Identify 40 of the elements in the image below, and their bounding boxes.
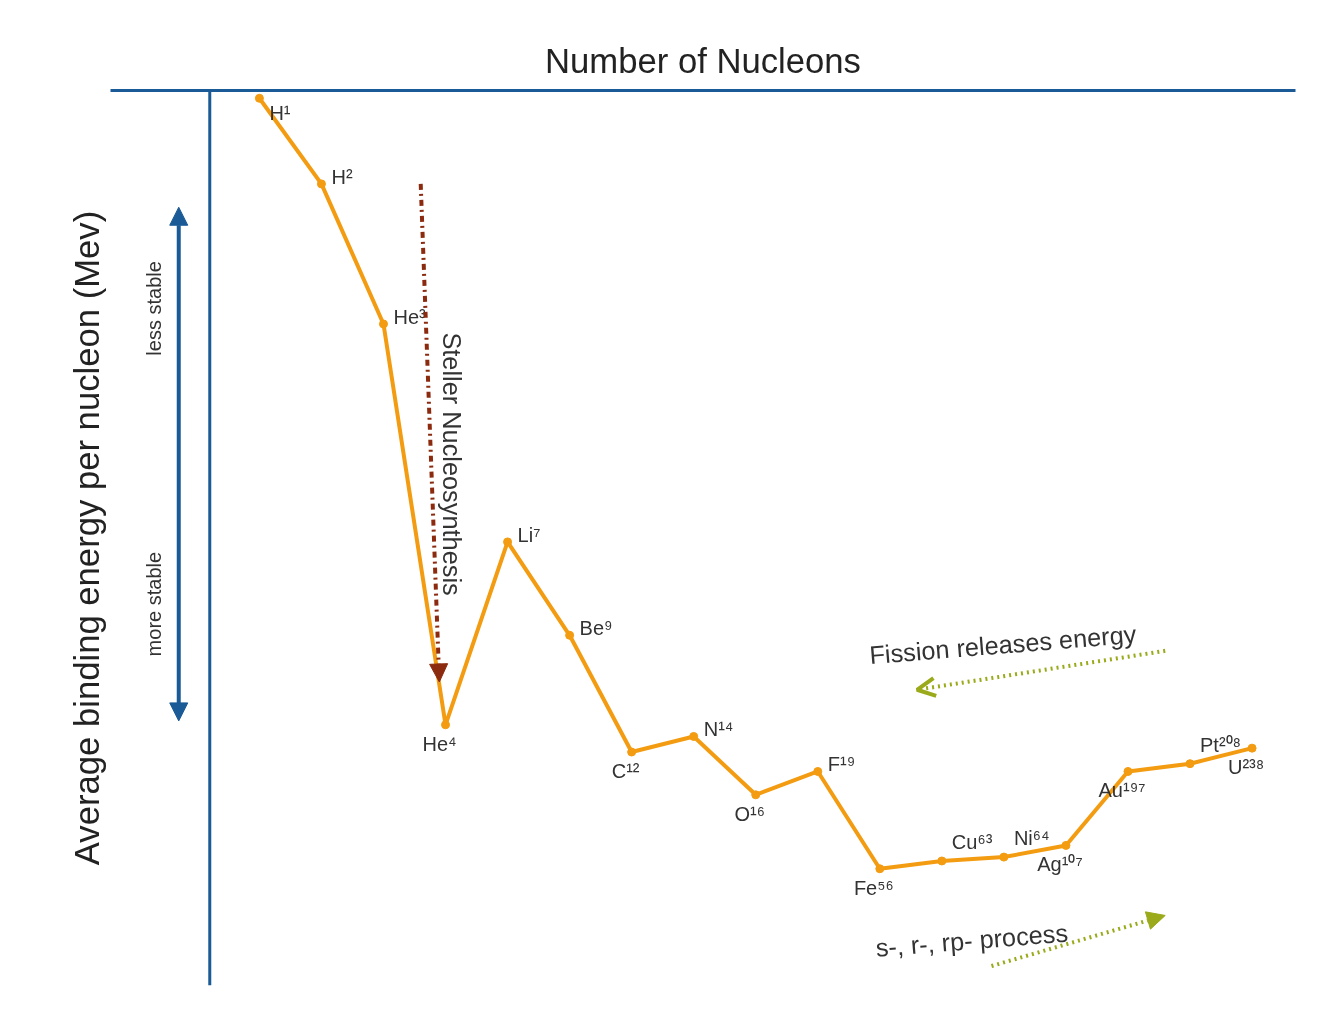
annotation: N¹⁴: [703, 718, 734, 741]
point: [813, 766, 823, 776]
annotation: U²³⁸: [1227, 756, 1265, 779]
point: [875, 864, 885, 874]
x-axis-title: Number of Nucleons: [545, 41, 861, 80]
point: [254, 93, 264, 103]
point: [1247, 743, 1257, 753]
annotation: He⁴: [422, 732, 457, 755]
point: [689, 731, 699, 741]
point: [441, 720, 451, 730]
point: [378, 319, 388, 329]
point: [999, 852, 1009, 862]
annotation: Steller Nucleosynthesis: [437, 332, 466, 596]
point: [565, 630, 575, 640]
annotation: He³: [393, 305, 427, 328]
annotation: H¹: [269, 102, 291, 125]
annotation: Be⁹: [579, 617, 613, 640]
annotation: O¹⁶: [734, 802, 765, 825]
annotation: Fission releases energy: [868, 619, 1138, 670]
annotation: Cu⁶³: [951, 830, 993, 853]
annotation: F¹⁹: [827, 753, 856, 776]
point: [503, 537, 513, 547]
annotation: Li⁷: [517, 523, 541, 546]
y-axis-title: Average binding energy per nucleon (Mev): [67, 210, 106, 866]
text: Fe⁵⁶: [853, 876, 894, 899]
point: [627, 747, 637, 757]
text: s-, r-, rp- process: [874, 918, 1069, 962]
annotation: Pt²⁰⁸: [1200, 733, 1242, 756]
point: [1123, 766, 1133, 776]
text: more stable: [142, 551, 165, 657]
annotation: Ni⁶⁴: [1013, 827, 1050, 850]
annotation: Ag¹⁰⁷: [1037, 853, 1083, 876]
point: [751, 790, 761, 800]
point: [937, 856, 947, 866]
annotation: C¹²: [611, 760, 640, 783]
point: [316, 179, 326, 189]
text: less stable: [142, 261, 165, 356]
point: [1061, 840, 1071, 850]
point: [1185, 759, 1195, 769]
annotation: H²: [331, 165, 353, 188]
